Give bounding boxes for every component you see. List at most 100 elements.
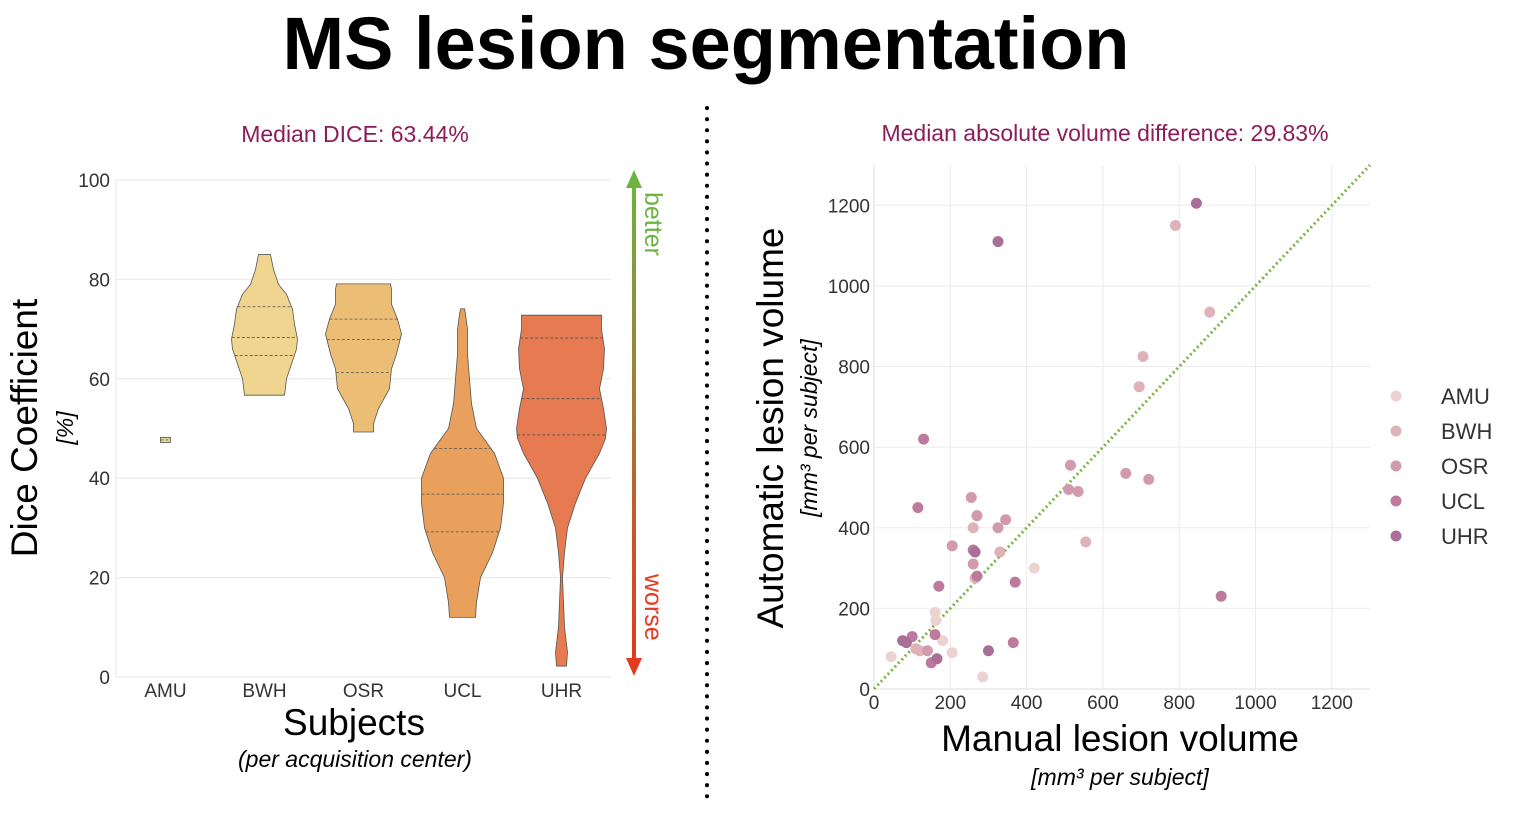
scatter-gridlines <box>873 165 1370 690</box>
scatter-point-uhr <box>931 653 943 665</box>
scatter-point-ucl <box>1009 576 1021 588</box>
scatter-point-bwh <box>1080 536 1092 548</box>
scatter-point-osr <box>1064 459 1076 471</box>
violin-y-tick-label: 20 <box>89 569 110 590</box>
scatter-point-osr <box>992 522 1004 534</box>
scatter-point-ucl <box>971 570 983 582</box>
scatter-points <box>885 197 1227 683</box>
violin-shapes <box>160 254 607 667</box>
violin-bwh <box>231 254 298 396</box>
violin-x-sublabel: (per acquisition center) <box>238 746 472 772</box>
scatter-legend: AMU BWH OSR UCL UHR <box>1390 384 1492 549</box>
down-arrow-icon <box>626 658 642 676</box>
scatter-point-amu <box>946 647 958 659</box>
scatter-point-osr <box>946 540 958 552</box>
scatter-point-osr <box>1063 483 1075 495</box>
up-arrow-icon <box>626 170 642 188</box>
scatter-point-osr <box>967 558 979 570</box>
indicator-shaft <box>632 186 636 660</box>
violin-gridlines <box>115 179 611 678</box>
scatter-y-tick-label: 800 <box>838 358 870 379</box>
scatter-point-amu <box>930 614 942 626</box>
violin-x-tick-label: OSR <box>343 681 384 702</box>
scatter-point-osr <box>1000 514 1012 526</box>
scatter-point-uhr <box>969 546 981 558</box>
scatter-point-ucl <box>912 502 924 514</box>
violin-x-tick-label: AMU <box>144 681 186 702</box>
scatter-y-tick-label: 200 <box>838 599 870 620</box>
scatter-x-tick-label: 1200 <box>1311 693 1353 714</box>
violin-y-tick-label: 80 <box>89 270 110 291</box>
scatter-point-ucl <box>929 629 941 641</box>
legend-label-osr: OSR <box>1441 454 1489 479</box>
scatter-point-uhr <box>992 236 1004 248</box>
legend-marker-amu <box>1390 390 1402 402</box>
legend-label-uhr: UHR <box>1441 524 1489 549</box>
legend-label-amu: AMU <box>1441 384 1490 409</box>
scatter-point-bwh <box>994 546 1006 558</box>
legend-marker-osr <box>1390 460 1402 472</box>
scatter-point-ucl <box>933 580 945 592</box>
scatter-point-bwh <box>1204 306 1216 318</box>
scatter-y-tick-label: 1200 <box>828 196 870 217</box>
scatter-point-osr <box>965 492 977 504</box>
scatter-point-uhr <box>1190 197 1202 209</box>
violin-y-label: Dice Coefficient <box>4 298 45 557</box>
scatter-point-bwh <box>914 645 926 657</box>
scatter-subtitle: Median absolute volume difference: 29.83… <box>881 120 1328 146</box>
scatter-y-tick-label: 1000 <box>828 277 870 298</box>
legend-marker-ucl <box>1390 495 1402 507</box>
scatter-x-label: Manual lesion volume <box>941 718 1299 759</box>
scatter-point-amu <box>977 671 989 683</box>
scatter-y-label: Automatic lesion volume <box>750 227 791 628</box>
better-label: better <box>639 192 667 256</box>
legend-label-bwh: BWH <box>1441 419 1492 444</box>
identity-line <box>872 163 1372 691</box>
legend-marker-uhr <box>1390 530 1402 542</box>
scatter-point-osr <box>1143 473 1155 485</box>
legend-label-ucl: UCL <box>1441 489 1485 514</box>
scatter-y-tick-label: 600 <box>838 438 870 459</box>
better-worse-indicator: better worse <box>626 170 667 676</box>
violin-y-tick-label: 100 <box>78 171 110 192</box>
scatter-point-amu <box>885 651 897 663</box>
scatter-point-amu <box>937 635 949 647</box>
scatter-point-amu <box>1028 562 1040 574</box>
scatter-point-amu <box>929 606 941 618</box>
scatter-y-tick-label: 0 <box>859 680 870 701</box>
violin-y-tick-label: 0 <box>99 668 110 689</box>
legend-marker-bwh <box>1390 425 1402 437</box>
scatter-y-unit: [mm³ per subject] <box>796 339 822 518</box>
scatter-x-unit: [mm³ per subject] <box>1030 764 1209 790</box>
worse-label: worse <box>639 573 667 641</box>
scatter-point-uhr <box>982 645 994 657</box>
violin-x-tick-label: UCL <box>443 681 481 702</box>
scatter-point-bwh <box>1133 381 1145 393</box>
violin-x-ticks: AMU BWH OSR UCL UHR <box>144 681 582 702</box>
violin-chart: Median DICE: 63.44% 0 20 40 60 80 100 AMU BWH O… <box>4 121 667 772</box>
scatter-x-tick-label: 600 <box>1087 693 1119 714</box>
scatter-point-ucl <box>918 433 930 445</box>
violin-x-tick-label: BWH <box>242 681 286 702</box>
scatter-point-bwh <box>1137 350 1149 362</box>
scatter-point-osr <box>921 645 933 657</box>
identity-diagonal <box>872 163 1372 691</box>
scatter-x-tick-label: 400 <box>1011 693 1043 714</box>
scatter-point-bwh <box>1169 219 1181 231</box>
violin-x-tick-label: UHR <box>541 681 582 702</box>
scatter-point-osr <box>971 510 983 522</box>
violin-subtitle: Median DICE: 63.44% <box>241 121 469 147</box>
scatter-x-tick-label: 0 <box>869 693 880 714</box>
scatter-point-osr <box>1072 485 1084 497</box>
violin-y-tick-label: 60 <box>89 370 110 391</box>
scatter-point-ucl <box>1007 637 1019 649</box>
violin-y-tick-label: 40 <box>89 469 110 490</box>
violin-ucl <box>421 308 504 618</box>
violin-osr <box>325 283 402 433</box>
violin-uhr <box>516 314 607 667</box>
main-title: MS lesion segmentation <box>282 2 1130 85</box>
scatter-chart: Median absolute volume difference: 29.83… <box>750 120 1492 790</box>
violin-y-ticks: 0 20 40 60 80 100 <box>78 171 110 689</box>
scatter-point-uhr <box>900 637 912 649</box>
